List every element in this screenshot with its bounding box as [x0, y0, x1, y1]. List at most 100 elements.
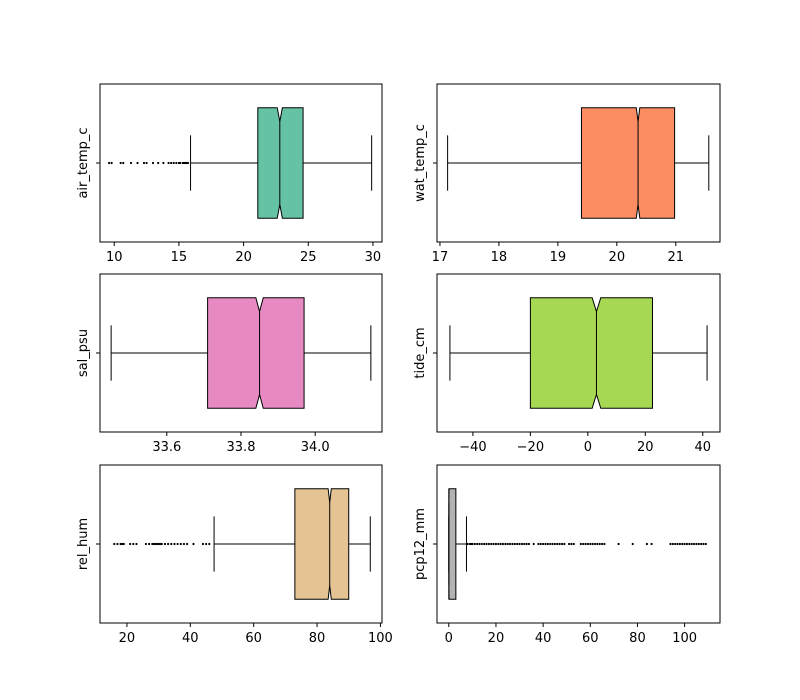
outlier-point	[148, 542, 151, 546]
outlier-point	[563, 542, 566, 546]
outlier-point	[683, 542, 686, 546]
outlier-point	[697, 542, 700, 546]
outlier-point	[157, 161, 160, 165]
outlier-point	[170, 161, 173, 165]
outlier-point	[582, 542, 585, 546]
outlier-point	[572, 542, 575, 546]
outlier-point	[669, 542, 672, 546]
outlier-point	[598, 542, 601, 546]
y-axis-label: pcp12_mm	[413, 508, 428, 580]
outlier-point	[511, 542, 514, 546]
outlier-point	[674, 542, 677, 546]
outlier-point	[113, 542, 116, 546]
outlier-point	[570, 542, 573, 546]
outlier-point	[132, 542, 135, 546]
x-tick-label: 20	[488, 631, 505, 646]
x-tick-label: 60	[582, 631, 599, 646]
outlier-point	[497, 542, 500, 546]
outlier-point	[110, 161, 113, 165]
outlier-point	[182, 542, 186, 546]
outlier-point	[186, 542, 189, 546]
outlier-point	[506, 542, 509, 546]
outlier-point	[527, 542, 531, 546]
outlier-point	[631, 542, 634, 546]
outlier-point	[107, 161, 111, 165]
outlier-point	[162, 161, 165, 165]
outlier-point	[473, 542, 476, 546]
outlier-point	[471, 542, 474, 546]
outlier-point	[201, 542, 205, 546]
outlier-point	[700, 542, 703, 546]
x-tick-label: 100	[672, 631, 697, 646]
outlier-point	[537, 542, 540, 546]
outlier-point	[551, 542, 554, 546]
x-tick-label: 40	[694, 440, 711, 455]
x-tick-label: 40	[535, 631, 552, 646]
x-tick-label: 80	[629, 631, 646, 646]
outlier-point	[494, 542, 498, 546]
outlier-point	[560, 542, 564, 546]
x-tick-label: 33.8	[227, 440, 256, 455]
outlier-point	[208, 542, 211, 546]
outlier-point	[135, 542, 138, 546]
outlier-point	[179, 542, 182, 546]
outlier-point	[487, 542, 490, 546]
box	[294, 488, 350, 600]
outlier-point	[192, 542, 195, 546]
x-tick-label: 10	[106, 250, 123, 265]
x-tick-label: 18	[491, 250, 508, 265]
outlier-point	[650, 542, 653, 546]
outlier-point	[167, 161, 170, 165]
outlier-point	[129, 542, 132, 546]
x-tick-label: 19	[550, 250, 567, 265]
outlier-point	[483, 542, 486, 546]
outlier-point	[492, 542, 495, 546]
outlier-point	[122, 542, 125, 546]
subplot-5: 20 40 60 80 100 rel_hum	[76, 464, 393, 646]
outlier-point	[466, 542, 469, 546]
outlier-point	[119, 161, 122, 165]
outlier-point	[480, 542, 483, 546]
outlier-point	[692, 542, 696, 546]
subplot-1: 10 15 20 25 30 air_temp_c	[76, 83, 383, 265]
outlier-point	[600, 542, 604, 546]
outlier-point	[567, 542, 571, 546]
x-tick-label: 21	[668, 250, 685, 265]
outlier-point	[695, 542, 698, 546]
box	[207, 297, 305, 409]
outlier-point	[142, 161, 146, 165]
outlier-point	[688, 542, 691, 546]
outlier-point	[145, 161, 148, 165]
outlier-point	[499, 542, 502, 546]
box	[580, 107, 676, 219]
outlier-point	[702, 542, 705, 546]
outlier-point	[151, 161, 155, 165]
outlier-point	[704, 542, 707, 546]
outlier-point	[129, 161, 133, 165]
outlier-point	[579, 542, 582, 546]
outlier-point	[589, 542, 592, 546]
outlier-point	[671, 542, 674, 546]
subplot-3: 33.6 33.8 34.0 sal_psu	[76, 273, 383, 455]
outlier-point	[151, 542, 154, 546]
outlier-point	[155, 542, 159, 546]
outlier-point	[475, 542, 479, 546]
x-tick-label: 20	[235, 250, 252, 265]
y-axis-label: sal_psu	[76, 329, 91, 377]
y-axis-label: air_temp_c	[76, 127, 91, 198]
box	[448, 488, 457, 600]
subplot-4: −40 −20 0 20 40 tide_cm	[413, 273, 721, 455]
outlier-point	[520, 542, 524, 546]
x-tick-label: 20	[609, 250, 626, 265]
subplot-6: 0 20 40 60 80 100 pcp12_mm	[413, 464, 721, 646]
x-tick-label: 100	[368, 631, 393, 646]
outlier-point	[676, 542, 679, 546]
outlier-point	[116, 542, 119, 546]
outlier-point	[681, 542, 684, 546]
outlier-point	[186, 161, 190, 165]
outlier-point	[152, 542, 155, 546]
box	[257, 107, 304, 219]
outlier-point	[553, 542, 557, 546]
x-tick-label: 25	[300, 250, 317, 265]
outlier-point	[617, 542, 620, 546]
